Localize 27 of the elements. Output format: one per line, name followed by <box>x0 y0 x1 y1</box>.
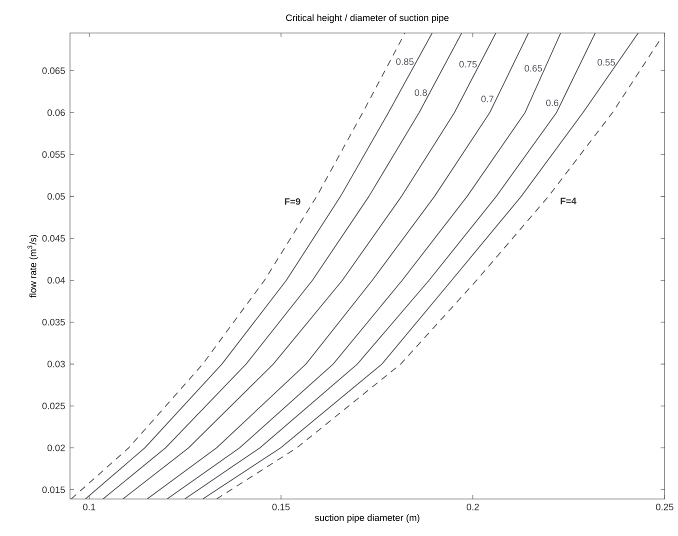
y-tick-label: 0.05 <box>47 193 65 200</box>
x-tick-label: 0.25 <box>656 504 674 510</box>
series-label: 0.7 <box>481 96 494 102</box>
y-tick-label: 0.04 <box>47 276 66 284</box>
series-label: 0.55 <box>598 59 615 66</box>
x-axis-title: suction pipe diameter (m) <box>314 514 420 523</box>
y-axis-title: flow rate (m$^{3}$/s) <box>27 234 38 298</box>
y-tick-label: 0.025 <box>42 402 65 410</box>
y-tick-label: 0.045 <box>42 235 65 242</box>
y-tick-label: 0.03 <box>47 360 65 368</box>
series-label: F=4 <box>560 198 576 204</box>
y-tick-label: 0.055 <box>42 151 65 158</box>
x-tick-label: 0.15 <box>272 504 290 510</box>
series-label: 0.85 <box>396 58 414 65</box>
chart-title: Critical height / diameter of suction pipe <box>286 14 449 23</box>
x-tick-label: 0.1 <box>83 504 96 510</box>
y-tick-label: 0.02 <box>47 444 65 452</box>
series-label: 0.6 <box>546 100 558 106</box>
series-label: 0.8 <box>414 89 427 96</box>
series-label: 0.65 <box>524 65 542 72</box>
y-tick-label: 0.065 <box>42 67 65 74</box>
y-tick-label: 0.015 <box>42 486 65 494</box>
series-label: F=9 <box>284 198 300 205</box>
y-tick-label: 0.035 <box>42 318 65 326</box>
x-tick-label: 0.2 <box>466 504 479 510</box>
series-label: 0.75 <box>459 60 477 68</box>
y-tick-label: 0.06 <box>47 109 65 116</box>
